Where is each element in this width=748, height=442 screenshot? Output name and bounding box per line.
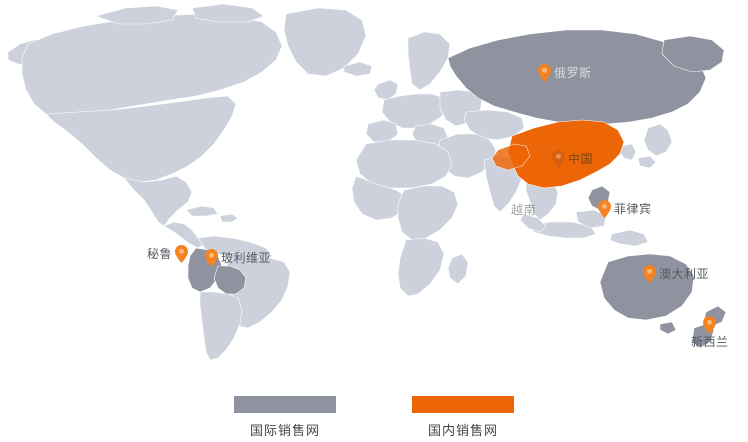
location-pin-icon [538,64,551,82]
map-legend: 国际销售网 国内销售网 [0,396,748,442]
legend-swatch-domestic [412,396,514,413]
region-central-east-africa [397,185,459,241]
map-marker-label: 越南 [511,203,537,217]
region-scandinavia [407,31,451,91]
country-china-tibet [491,143,531,171]
location-pin-icon [643,265,656,283]
country-china [507,119,625,189]
country-japan [643,123,673,157]
map-marker-bolivia[interactable]: 玻利维亚 [205,249,271,267]
map-marker-australia[interactable]: 澳大利亚 [643,265,709,283]
island-png [609,229,649,247]
region-north-america [7,3,367,249]
region-iberia [365,119,399,143]
map-marker-philippines[interactable]: 菲律宾 [598,200,652,218]
map-marker-label: 中国 [568,152,594,166]
region-southern-africa [397,237,445,297]
map-marker-new-zealand[interactable]: 新西兰 [691,316,729,348]
region-africa [351,139,469,297]
region-indonesia [529,221,597,239]
island-arctic-east [191,3,265,23]
map-marker-china[interactable]: 中国 [552,150,593,168]
map-marker-label: 澳大利亚 [659,267,710,281]
location-pin-icon [552,150,565,168]
map-marker-label: 菲律宾 [614,202,652,216]
legend-label-domestic: 国内销售网 [427,423,498,438]
country-canada [21,13,283,119]
location-pin-icon [175,245,189,263]
location-pin-icon [598,200,611,218]
map-marker-label: 玻利维亚 [221,251,272,265]
region-south-america [187,235,291,361]
island-borneo [575,209,607,229]
legend-item-international[interactable]: 国际销售网 [234,396,336,439]
country-bolivia [213,265,247,295]
map-marker-label: 秘鲁 [147,247,173,261]
legend-label-international: 国际销售网 [249,423,320,438]
country-iceland [343,61,373,77]
country-mexico [123,175,193,227]
country-russia [447,29,707,125]
region-southern-cone [199,291,243,361]
map-marker-label: 新西兰 [691,335,729,349]
country-russia-east [661,35,725,73]
country-usa [45,95,237,183]
country-australia [599,253,695,321]
map-marker-southeast-asia[interactable]: 越南 [508,204,536,216]
map-marker-peru[interactable]: 秘鲁 [147,245,189,263]
map-marker-label: 俄罗斯 [554,66,592,80]
region-europe [343,31,483,151]
country-japan-south [637,155,657,169]
island-tasmania [659,321,677,335]
island-cuba [185,205,219,217]
location-pin-icon [205,249,218,267]
map-marker-russia[interactable]: 俄罗斯 [538,64,592,82]
island-arctic-west [95,5,179,25]
region-asia [437,109,673,239]
island-hispaniola [219,213,239,223]
country-uk-ireland [373,79,399,101]
region-north-africa [355,139,453,189]
legend-item-domestic[interactable]: 国内销售网 [412,396,514,439]
world-map-svg [7,3,727,361]
island-madagascar [447,253,469,285]
island-sumatra [519,213,547,233]
location-pin-icon [703,316,717,334]
legend-swatch-international [234,396,336,413]
region-west-africa [351,175,409,221]
